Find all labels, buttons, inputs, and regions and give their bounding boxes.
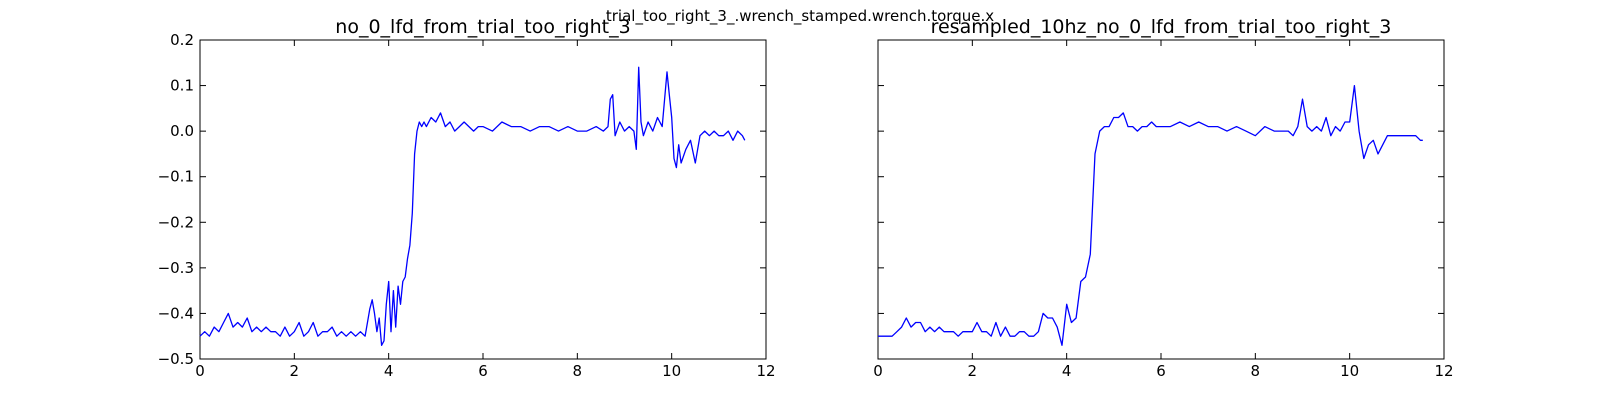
- x-tick-label: 0: [873, 362, 883, 380]
- y-tick-label: −0.5: [158, 350, 194, 368]
- axes-frame: [877, 39, 1445, 360]
- x-tick-label: 0: [195, 362, 205, 380]
- x-tick-label: 6: [1156, 362, 1166, 380]
- y-tick-label: −0.3: [158, 259, 194, 277]
- x-tick-label: 12: [1434, 362, 1453, 380]
- x-tick-label: 8: [573, 362, 583, 380]
- series-line: [199, 66, 746, 346]
- figure-suptitle: trial_too_right_3_.wrench_stamped.wrench…: [606, 7, 994, 26]
- x-tick-label: 2: [968, 362, 978, 380]
- axes-frame: [199, 39, 767, 360]
- x-tick-label: 2: [290, 362, 300, 380]
- x-tick-label: 6: [478, 362, 488, 380]
- x-tick-label: 10: [1340, 362, 1359, 380]
- x-tick-label: 10: [662, 362, 681, 380]
- x-tick-label: 4: [384, 362, 394, 380]
- x-tick-label: 4: [1062, 362, 1072, 380]
- y-tick-label: −0.2: [158, 213, 194, 231]
- x-tick-label: 8: [1251, 362, 1261, 380]
- x-tick-label: 12: [756, 362, 775, 380]
- series-line: [878, 84, 1423, 346]
- y-tick-label: 0.2: [170, 31, 194, 49]
- subplot-title: resampled_10hz_no_0_lfd_from_trial_too_r…: [931, 16, 1392, 38]
- y-tick-label: 0.1: [170, 77, 194, 95]
- y-tick-label: −0.1: [158, 168, 194, 186]
- y-tick-label: 0.0: [170, 122, 194, 140]
- subplot-left: no_0_lfd_from_trial_too_right_3 0 2 4 6 8 10 12…: [158, 16, 776, 380]
- y-tick-label: −0.4: [158, 304, 194, 322]
- subplot-title: no_0_lfd_from_trial_too_right_3: [335, 16, 630, 38]
- subplot-right: resampled_10hz_no_0_lfd_from_trial_too_r…: [873, 16, 1453, 380]
